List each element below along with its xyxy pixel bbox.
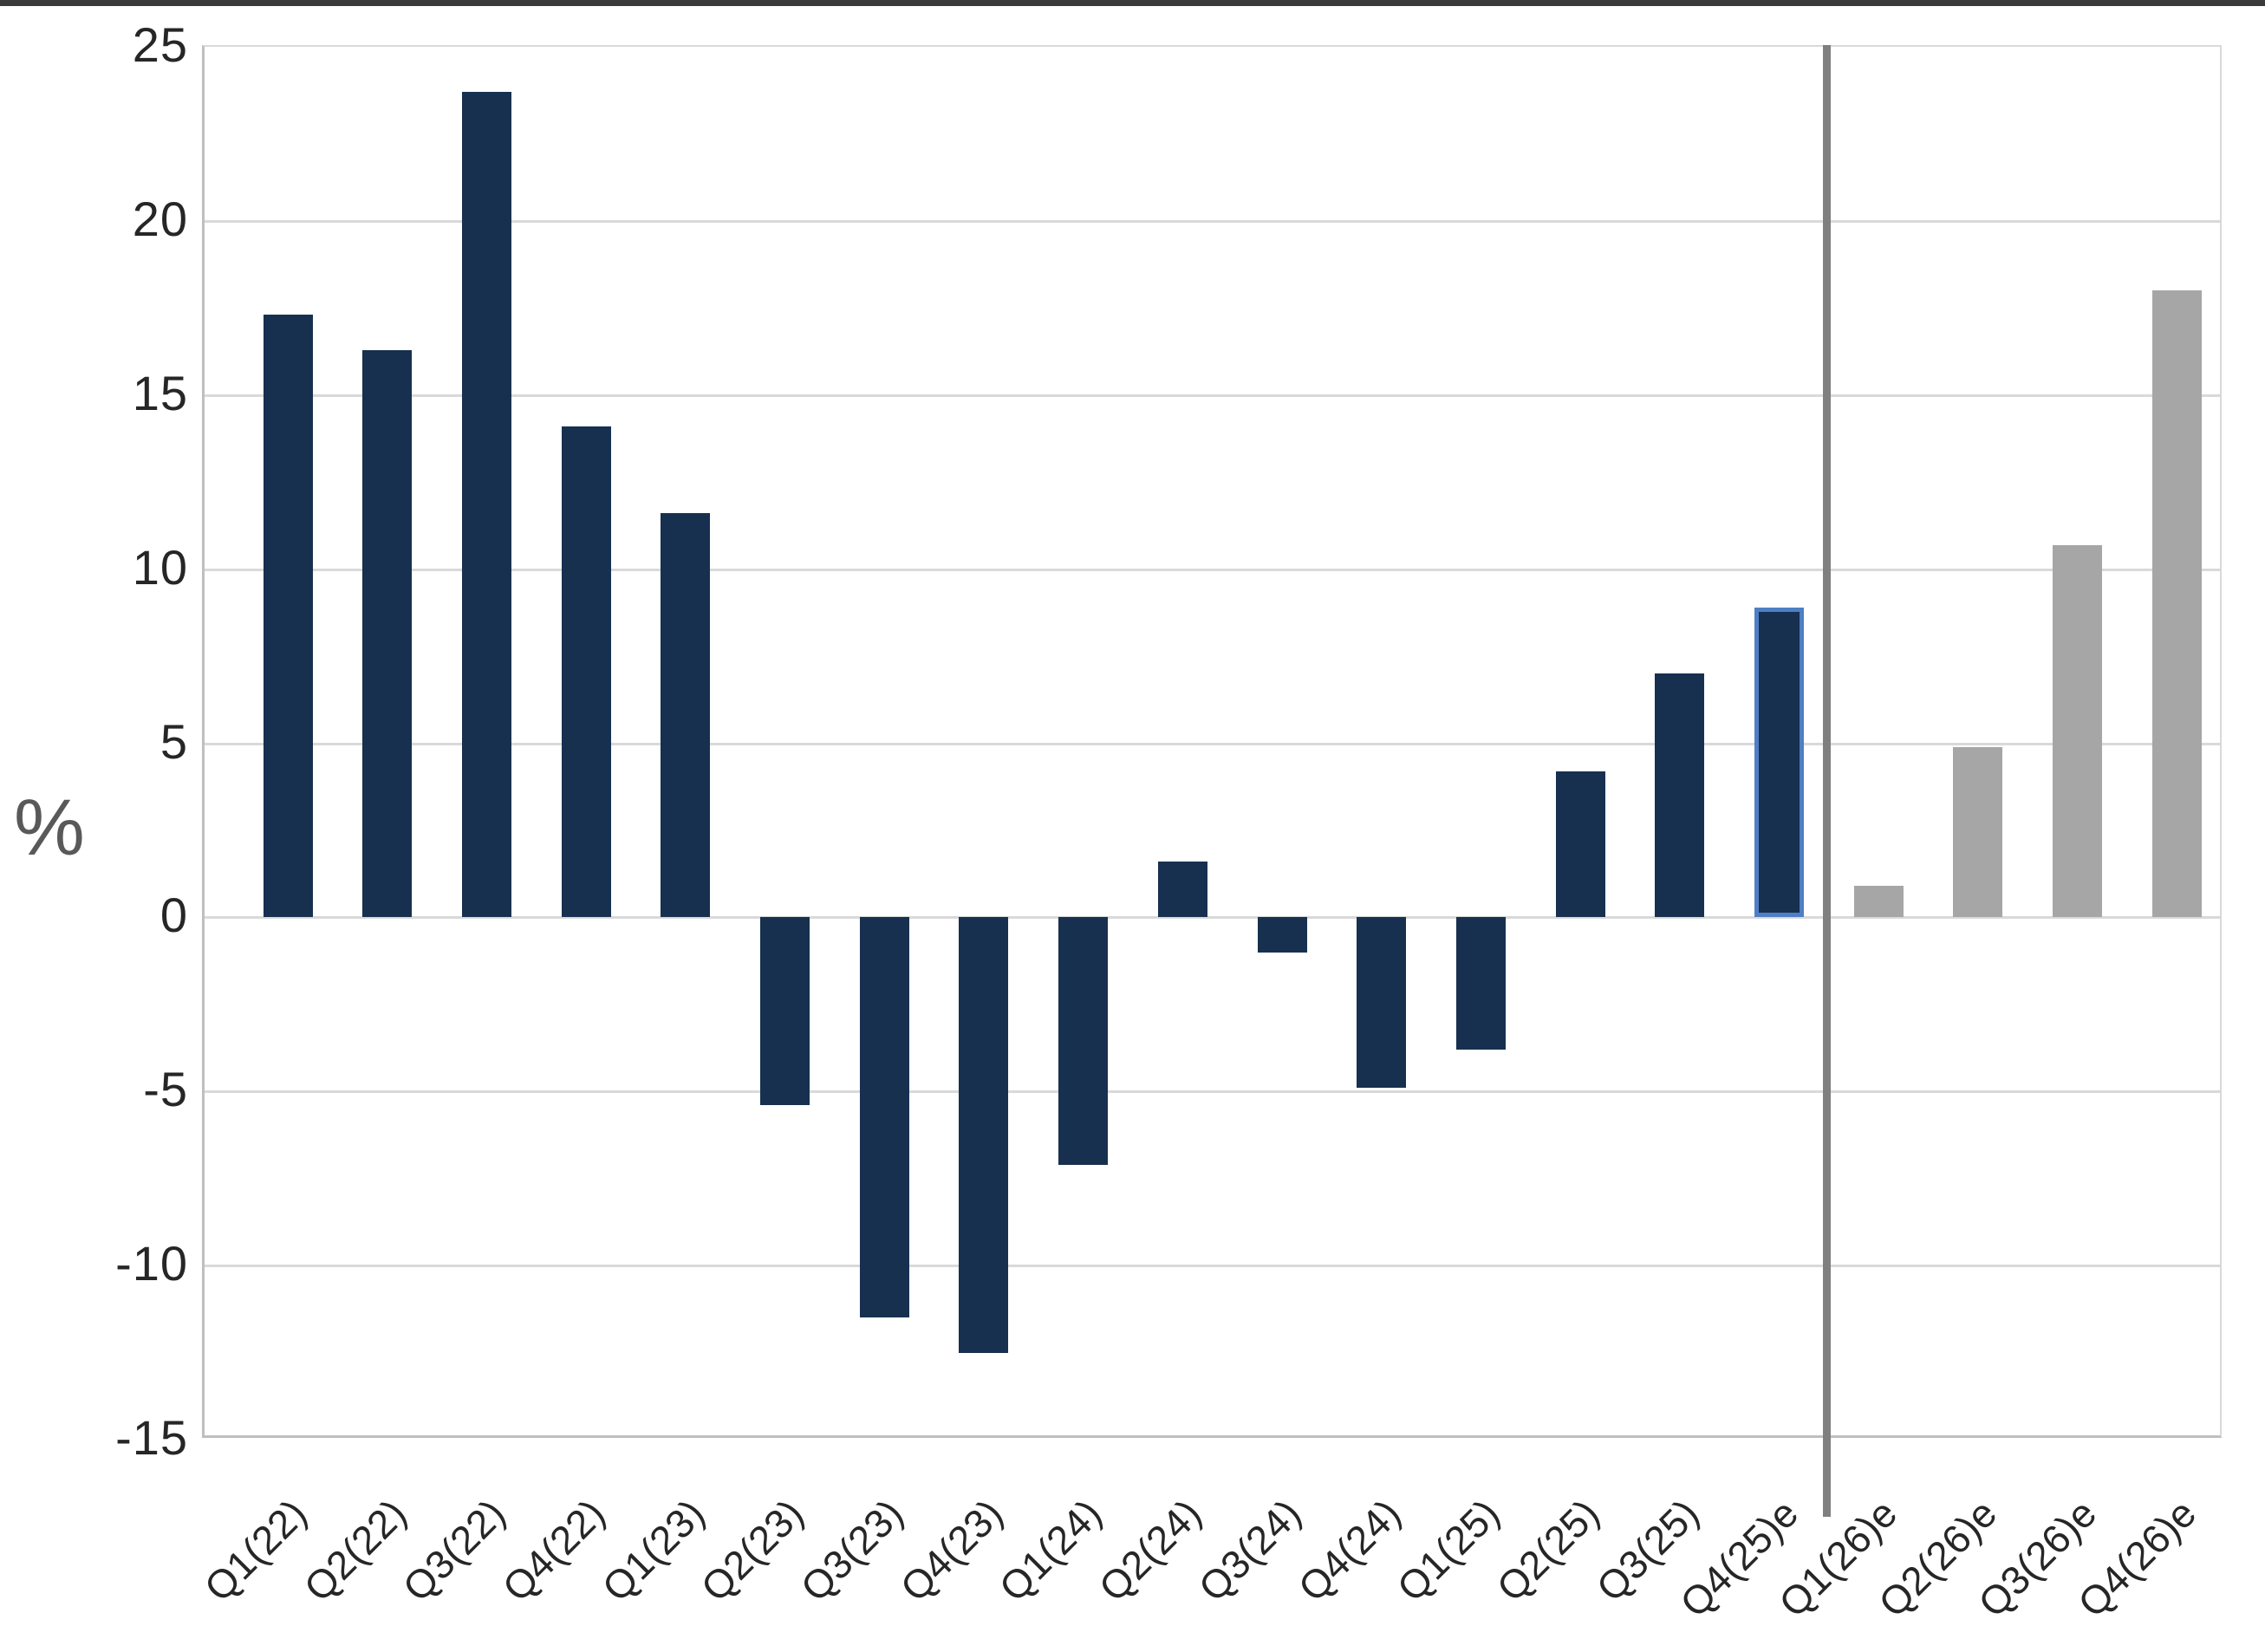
x-tick-label: Q3(22) [394,1490,514,1610]
x-tick-label: Q2(25) [1487,1490,1608,1610]
y-axis-title: % [14,784,85,872]
gridline [205,916,2220,920]
x-tick-label: Q4(24) [1289,1490,1409,1610]
gridline [205,568,2220,571]
y-tick-label: -10 [115,1236,188,1291]
x-tick-label: Q1(25) [1388,1490,1508,1610]
x-tick-label: Q3(24) [1189,1490,1310,1610]
bar-Q3(25) [1655,673,1705,918]
x-tick-label: Q2(24) [1090,1490,1210,1610]
gridline [205,1090,2220,1094]
forecast-divider-line [1822,45,1831,1517]
y-tick-label: 20 [132,191,188,246]
bar-Q2(25) [1555,771,1605,918]
gridline [205,219,2220,223]
bar-Q2(23) [760,917,810,1106]
x-tick-label: Q3(23) [791,1490,912,1610]
x-tick-label: Q4(22) [493,1490,614,1610]
y-tick-label: 25 [132,17,188,72]
y-tick-label: -5 [143,1062,188,1117]
bar-Q3(23) [859,917,909,1318]
plot-area [202,45,2222,1438]
x-tick-label: Q4(23) [891,1490,1012,1610]
gridline [205,742,2220,745]
x-tick-label: Q2(23) [692,1490,812,1610]
y-tick-label: 10 [132,539,188,595]
bar-Q4(23) [959,917,1009,1353]
bar-Q4(25)e [1754,607,1804,918]
bar-Q4(22) [561,426,611,918]
bar-Q3(26)e [2053,544,2103,918]
bar-Q3(22) [461,92,511,918]
y-tick-label: 15 [132,365,188,420]
x-tick-label: Q1(23) [593,1490,713,1610]
bar-Q2(22) [362,349,413,918]
bar-Q1(23) [661,513,711,918]
bar-Q3(24) [1257,917,1307,953]
bar-Q4(26)e [2151,290,2202,918]
bar-Q2(26)e [1953,746,2003,918]
y-tick-label: -15 [115,1410,188,1465]
y-tick-label: 5 [159,713,188,769]
y-tick-label: 0 [159,888,188,943]
bar-Q1(25) [1455,917,1506,1050]
bar-Q2(24) [1157,862,1207,918]
top-rule [0,0,2265,6]
x-tick-label: Q1(24) [990,1490,1110,1610]
bar-Q4(24) [1357,917,1407,1089]
bar-Q1(24) [1058,917,1109,1165]
x-tick-label: Q2(22) [295,1490,415,1610]
gridline [205,1265,2220,1268]
bar-Q1(26)e [1853,886,1904,918]
x-tick-label: Q1(22) [195,1490,316,1610]
gridline [205,393,2220,397]
bar-Q1(22) [263,315,313,918]
